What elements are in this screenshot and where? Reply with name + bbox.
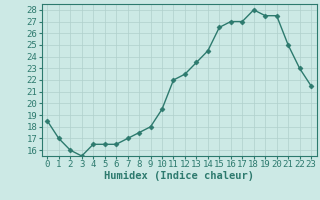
X-axis label: Humidex (Indice chaleur): Humidex (Indice chaleur) [104, 171, 254, 181]
